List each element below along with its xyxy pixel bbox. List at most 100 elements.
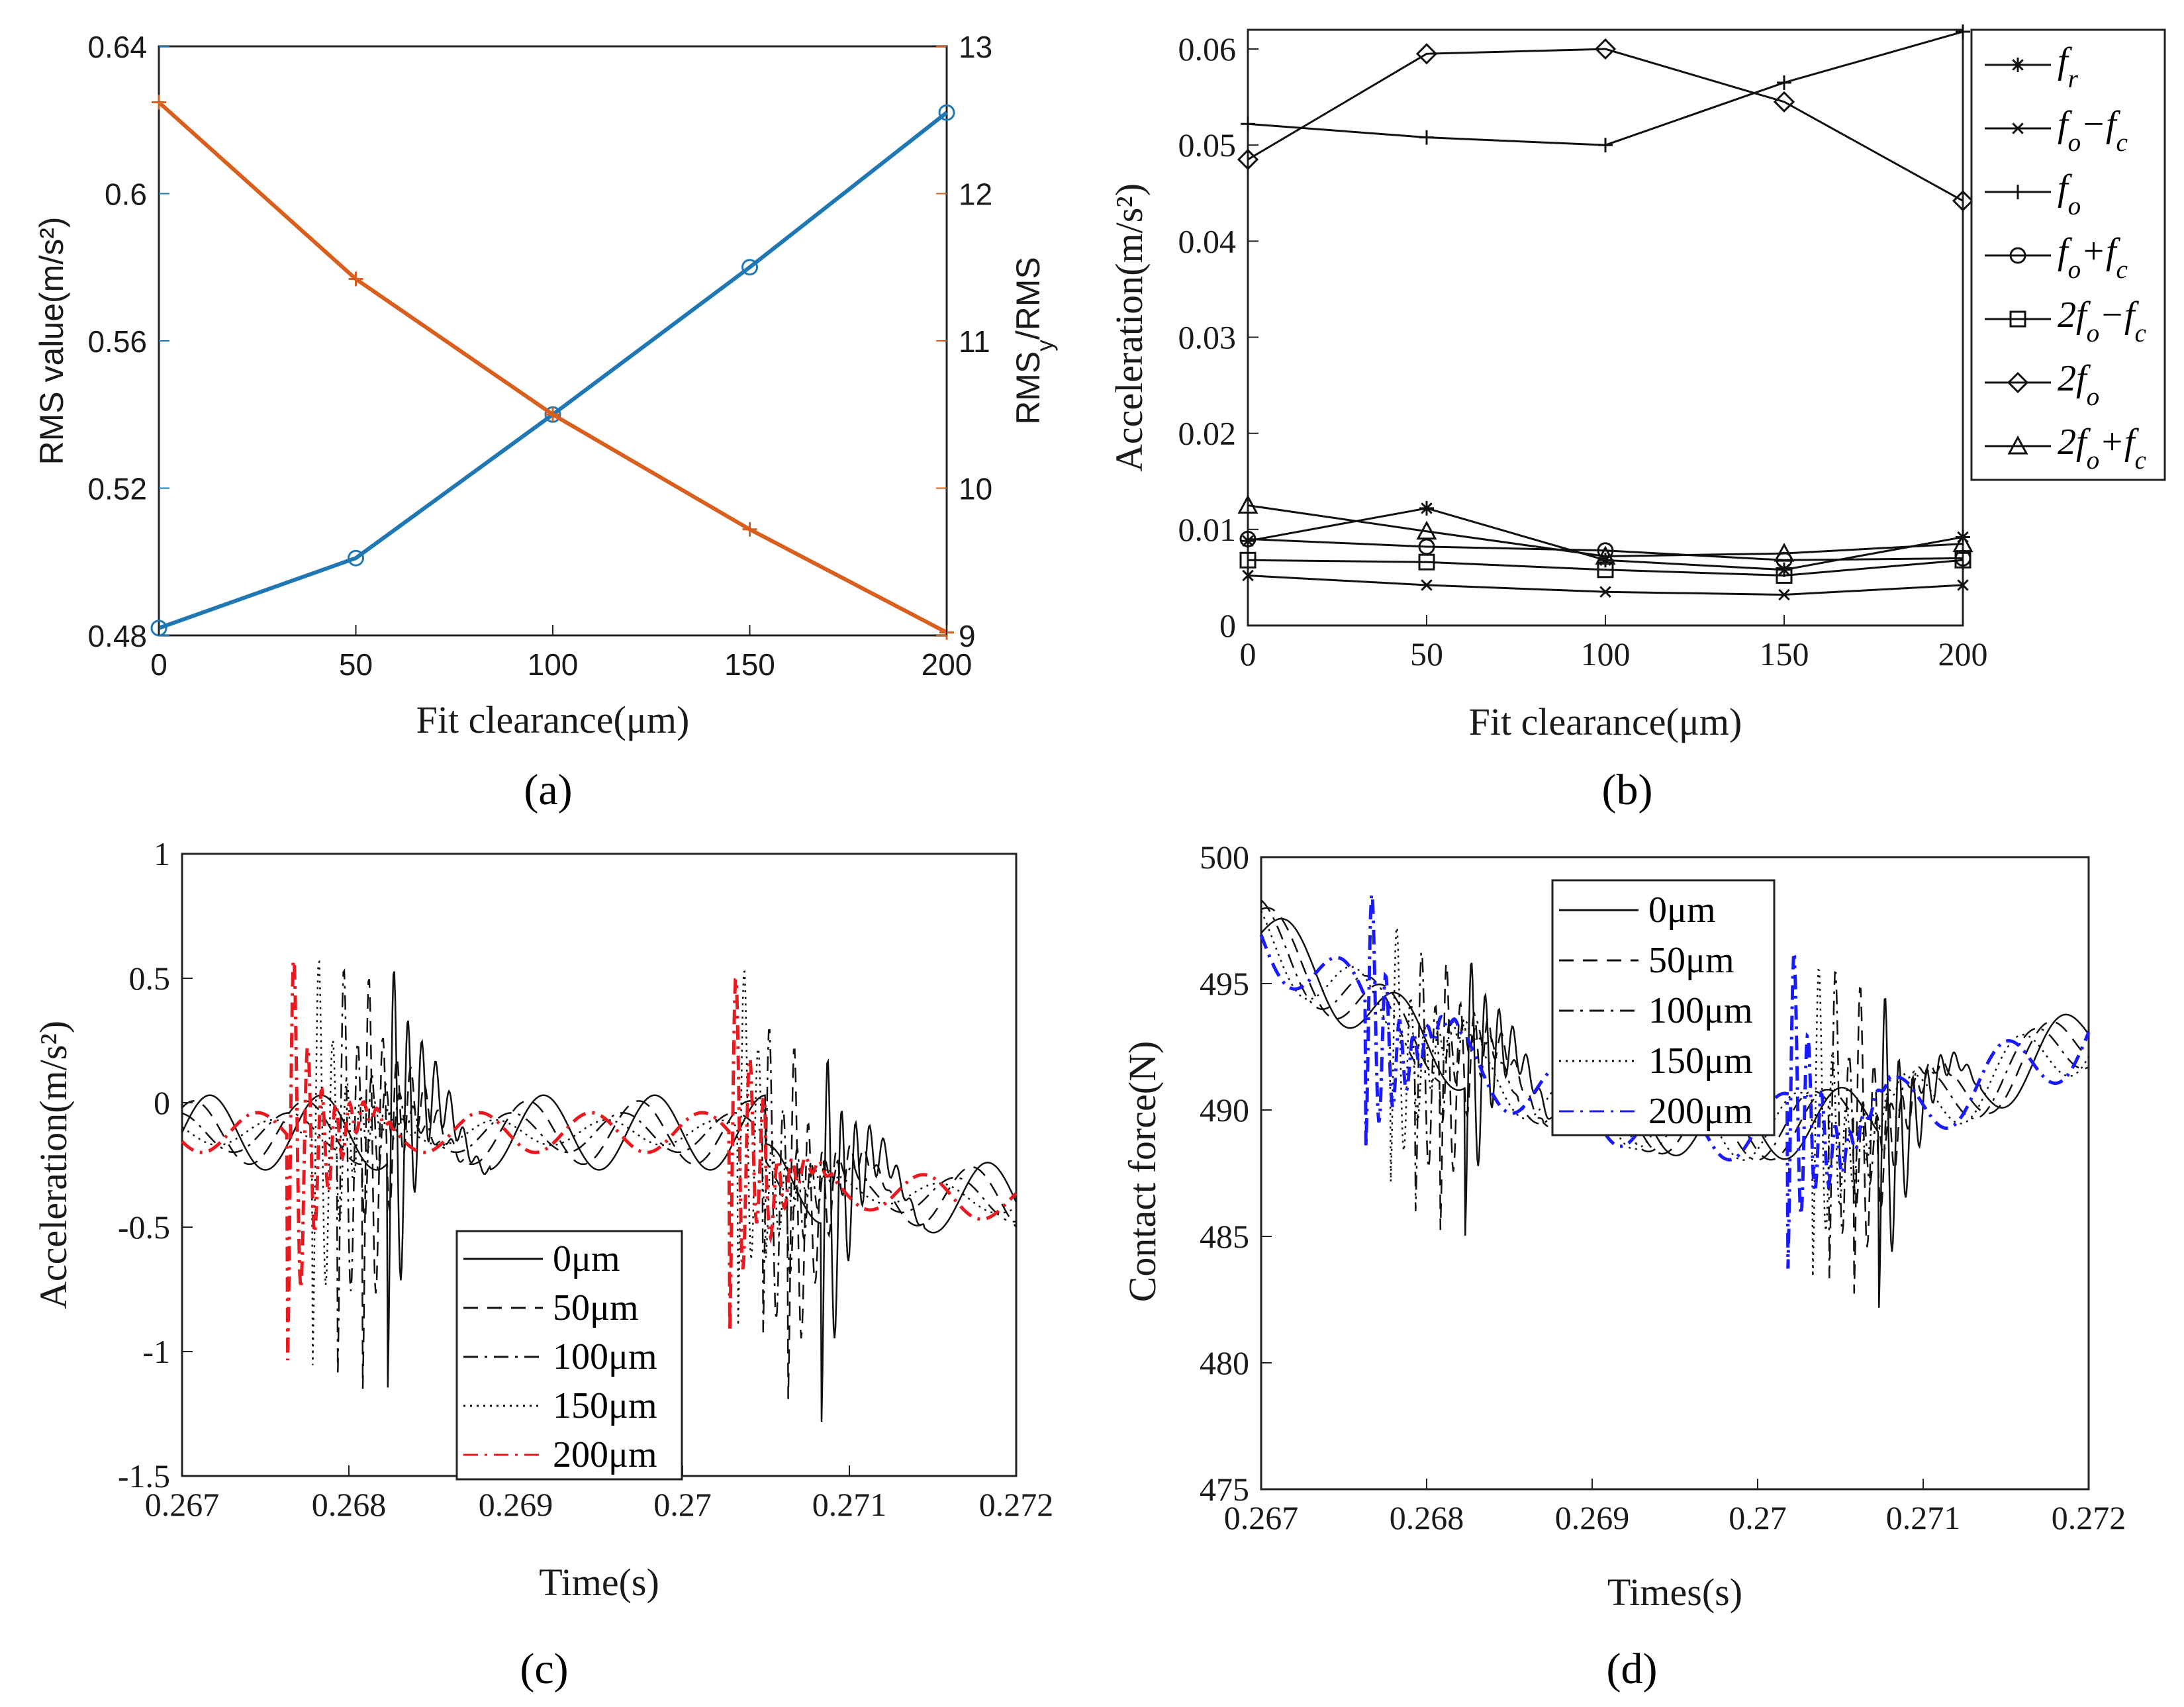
ticks-b: 0 50 100 150 200 0 0.01 0.02 0.03 0.04 0.05 0.06 [1178, 30, 1988, 672]
x-tick-label: 0.268 [312, 1486, 387, 1523]
legend-c: 0μm 50μm 100μm 150μm 200μm [463, 1238, 657, 1475]
y-tick-label: 0 [1219, 607, 1236, 644]
legend-marker [2007, 435, 2028, 455]
y-tick-label: 0.6 [105, 177, 147, 212]
y-tick-label: 0.04 [1178, 222, 1237, 259]
panel-a: 0 50 100 150 200 0.48 0.52 0.56 0.6 0.64 9 10 11 12 13… [33, 30, 1058, 814]
xlabel-c: Time(s) [539, 1561, 659, 1604]
y-tick-label: -0.5 [118, 1209, 170, 1246]
data-point [1777, 562, 1791, 577]
data-point [1241, 116, 1255, 132]
series-group-b [1237, 24, 1974, 601]
legend-label: 2fo [2058, 358, 2099, 411]
y-tick-label: 0.03 [1178, 319, 1237, 356]
x-tick-label: 0.269 [479, 1486, 553, 1523]
data-point [1416, 520, 1437, 540]
label-part: −f [2099, 295, 2140, 336]
legend-label: 0μm [553, 1238, 620, 1279]
legend-marker [2011, 185, 2025, 199]
data-point [1597, 561, 1614, 578]
y-tick-label: 0.5 [129, 960, 171, 997]
ticks-a: 0 50 100 150 200 0.48 0.52 0.56 0.6 0.64 9 10 11 12 13 [87, 30, 992, 682]
legend-label: 2fo−fc [2058, 295, 2146, 347]
caption-a: (a) [524, 766, 572, 814]
data-point [1419, 500, 1434, 516]
data-point [1239, 530, 1257, 547]
data-point [1415, 43, 1438, 65]
y2-tick-label: 11 [959, 324, 990, 359]
legend-box-d [1551, 879, 1776, 1136]
y-tick-label: 0.56 [87, 324, 147, 359]
plot-frame-d [1260, 856, 2090, 1491]
data-point [1954, 551, 1971, 569]
x-tick-label: 150 [1760, 635, 1809, 672]
data-point [1952, 190, 1974, 212]
panel-b: 0 50 100 150 200 0 0.01 0.02 0.03 0.04 0.05 0.06 Ac… [1108, 24, 2166, 814]
x-tick-label: 0.27 [1729, 1499, 1787, 1536]
x-tick-label: 0.269 [1555, 1499, 1630, 1536]
series-line [181, 978, 1017, 1399]
x-tick-label: 0 [1240, 635, 1257, 672]
data-point [1419, 130, 1434, 145]
y-tick-label: 0.64 [87, 30, 147, 64]
legend-label: 2fo+fc [2058, 422, 2146, 475]
data-point [1239, 551, 1257, 569]
series-group-c [181, 958, 1018, 1422]
label-part: o [2068, 255, 2081, 284]
x-tick-label: 100 [1581, 635, 1631, 672]
data-point [152, 95, 166, 110]
legend-label: 0μm [1648, 890, 1716, 931]
data-point [1418, 553, 1435, 571]
data-point [1421, 579, 1433, 591]
x-tick-label: 0.268 [1390, 1499, 1464, 1536]
x-tick-label: 200 [1938, 635, 1988, 672]
x-tick-label: 100 [528, 647, 579, 682]
xlabel-b: Fit clearance(μm) [1469, 700, 1742, 743]
legend-label: 100μm [553, 1336, 657, 1377]
legend-label: 50μm [553, 1287, 639, 1328]
y2label-a: RMSy/RMS [1010, 257, 1058, 425]
y2-tick-label: 9 [959, 619, 976, 653]
y-tick-label: 0 [154, 1084, 170, 1121]
x-tick-label: 0.267 [1224, 1499, 1299, 1536]
legend-label: 200μm [1648, 1091, 1753, 1132]
y-tick-label: 0.48 [87, 619, 147, 653]
label-part: c [2135, 446, 2146, 475]
y2-tick-label: 12 [959, 177, 992, 212]
caption-b: (b) [1602, 766, 1653, 814]
y-tick-label: 0.05 [1178, 126, 1237, 163]
label-part: o [2068, 128, 2081, 157]
x-tick-label: 0.27 [653, 1486, 712, 1523]
y-tick-label: 480 [1200, 1344, 1249, 1381]
legend-box-c [455, 1230, 683, 1481]
data-point [348, 271, 363, 287]
legend-label: 50μm [1648, 940, 1734, 981]
legend-label: 150μm [553, 1385, 657, 1426]
data-point [938, 104, 955, 121]
data-point [348, 549, 364, 567]
label-part: −f [2081, 104, 2121, 145]
data-point [1778, 588, 1790, 601]
x-tick-label: 150 [724, 647, 775, 682]
x-tick-label: 200 [922, 647, 973, 682]
series-line [1247, 48, 1964, 202]
ticks-c: 0.267 0.268 0.269 0.27 0.271 0.272 -1.5 -1 -0.5 0… [118, 835, 1053, 1523]
panel-c: 0.267 0.268 0.269 0.27 0.271 0.272 -1.5 -1 -0.5 0… [32, 835, 1053, 1693]
series-line [181, 968, 1017, 1376]
data-point [1598, 553, 1613, 568]
x-tick-label: 50 [339, 647, 373, 682]
y-tick-label: 0.52 [87, 472, 147, 506]
legend-label: 200μm [553, 1434, 657, 1475]
series-line [1247, 537, 1964, 561]
data-point [1237, 494, 1258, 514]
legend-marker [2011, 58, 2025, 72]
y-tick-label: -1 [142, 1333, 170, 1370]
y-tick-label: 495 [1200, 965, 1249, 1002]
series-group-a [150, 95, 955, 640]
data-point [741, 259, 758, 276]
label-part: o [2087, 446, 2100, 475]
label-part: o [2087, 383, 2100, 411]
x-tick-label: 0.272 [2052, 1499, 2126, 1536]
series-line [1247, 559, 1964, 577]
